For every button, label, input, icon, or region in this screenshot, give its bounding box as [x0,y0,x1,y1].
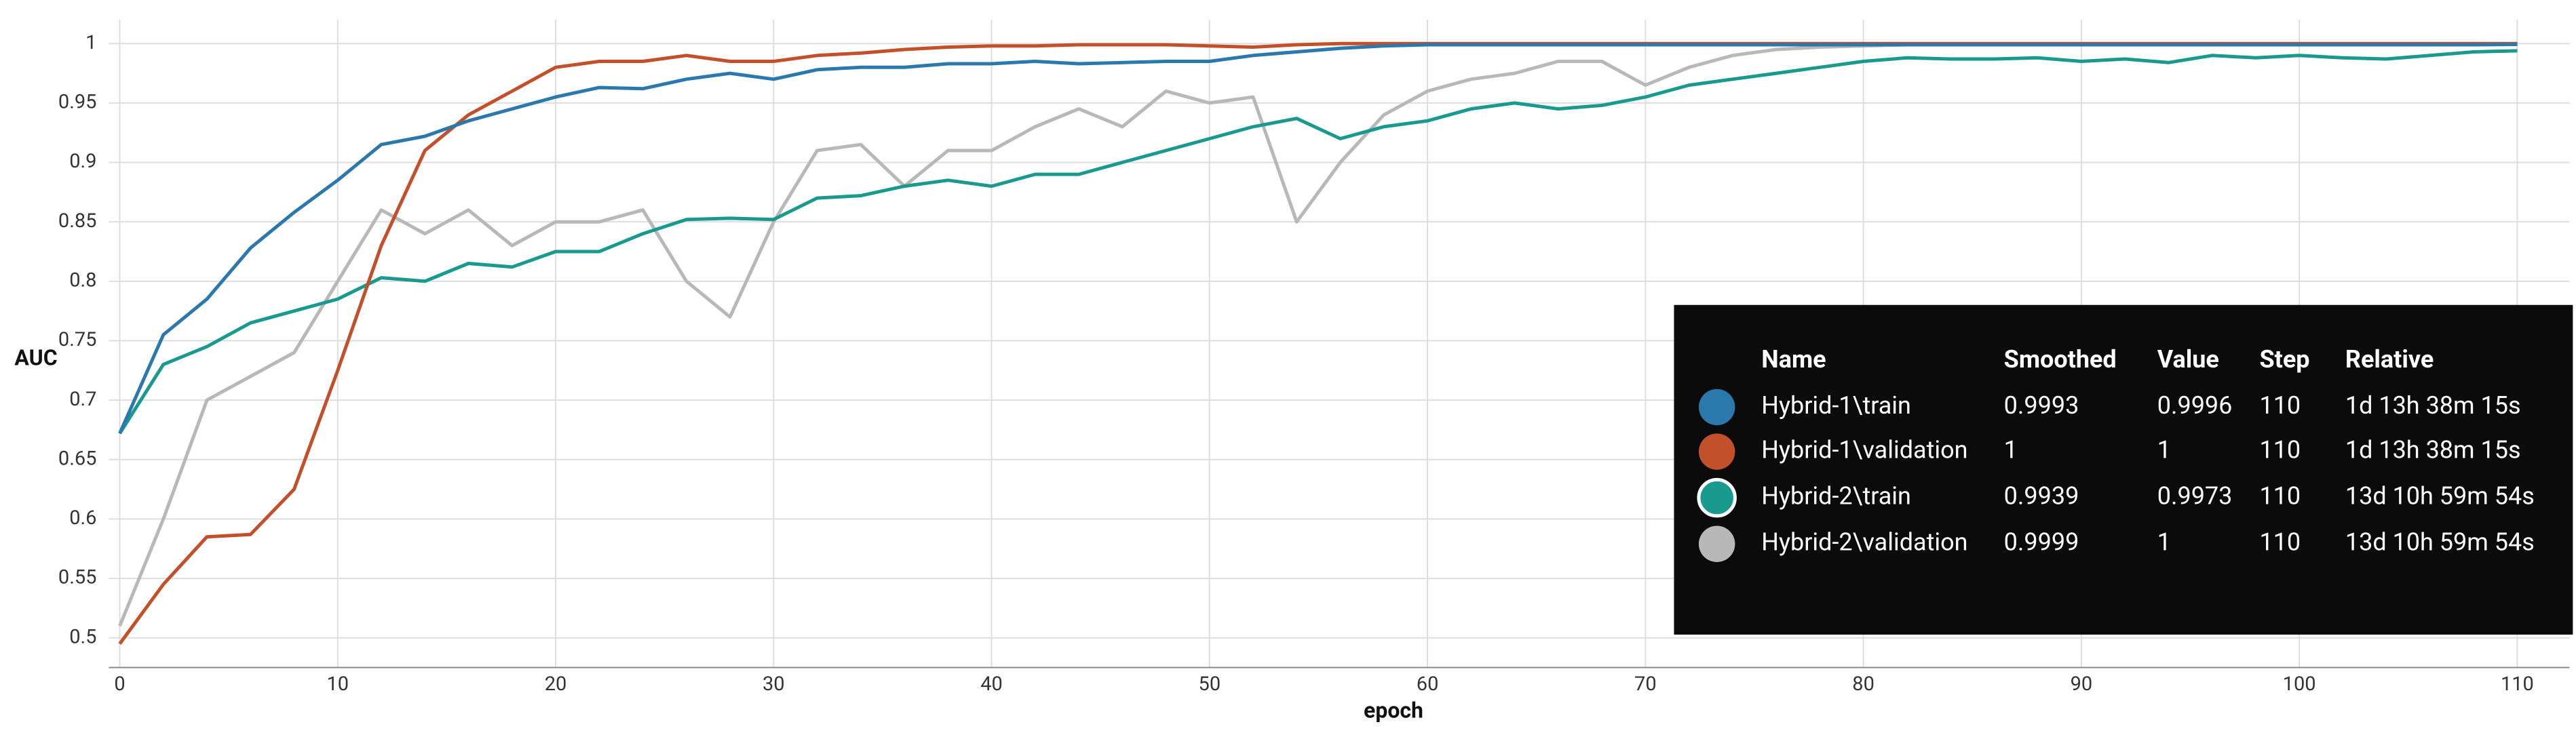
legend-cell: 110 [2259,391,2301,420]
legend-swatch [1698,433,1735,470]
y-tick-label: 1 [85,31,96,54]
x-tick-label: 20 [545,673,567,696]
legend-cell: 0.9939 [2004,482,2079,511]
x-tick-label: 60 [1417,673,1439,696]
y-tick-label: 0.8 [69,269,96,292]
y-axis-title: AUC [14,344,57,370]
legend-cell: Hybrid-2\train [1761,482,1911,511]
x-tick-label: 40 [980,673,1003,696]
x-tick-label: 30 [763,673,785,696]
x-tick-label: 90 [2071,673,2093,696]
y-tick-label: 0.9 [69,150,96,173]
legend-cell: 0.9999 [2004,528,2079,557]
y-tick-label: 0.65 [58,447,97,470]
y-tick-label: 0.5 [69,625,96,648]
x-tick-label: 0 [114,673,125,696]
y-tick-label: 0.6 [69,506,96,530]
y-tick-label: 0.95 [58,91,97,114]
legend-cell: 110 [2259,528,2301,557]
x-tick-label: 80 [1852,673,1875,696]
legend-cell: 1 [2004,436,2018,464]
legend-cell: 1 [2157,528,2171,557]
legend-header: Relative [2345,345,2434,374]
legend-cell: 0.9973 [2157,482,2233,511]
x-tick-label: 110 [2501,673,2534,696]
legend-cell: 1d 13h 38m 15s [2345,391,2521,420]
x-axis-title: epoch [1364,697,1423,723]
legend-cell: 110 [2259,436,2301,464]
legend-cell: 1 [2157,436,2171,464]
legend-cell: 1d 13h 38m 15s [2345,436,2521,464]
legend-swatch [1698,525,1735,562]
x-tick-label: 70 [1634,673,1657,696]
legend-swatch [1697,477,1737,518]
y-tick-label: 0.55 [58,566,97,589]
legend: Name Smoothed Value Step Relative Hybrid-1\tr… [1674,304,2573,635]
legend-cell: Hybrid-1\validation [1761,436,1967,464]
y-tick-label: 0.75 [58,328,97,351]
series-line [118,49,2518,435]
x-tick-label: 100 [2283,673,2316,696]
legend-header: Value [2157,345,2219,374]
legend-cell: 0.9993 [2004,391,2079,420]
y-tick-label: 0.85 [58,210,97,233]
legend-cell: 110 [2259,482,2301,511]
legend-header: Smoothed [2004,345,2117,374]
x-tick-label: 50 [1199,673,1221,696]
legend-cell: 13d 10h 59m 54s [2345,482,2535,511]
series-line [118,43,2518,435]
legend-cell: Hybrid-2\validation [1761,528,1967,557]
legend-cell: 13d 10h 59m 54s [2345,528,2535,557]
legend-cell: Hybrid-1\train [1761,391,1911,420]
x-tick-label: 10 [326,673,349,696]
legend-cell: 0.9996 [2157,391,2233,420]
legend-header: Name [1761,345,1826,374]
legend-background [1674,304,2573,635]
legend-swatch [1698,389,1735,426]
legend-header: Step [2259,345,2309,374]
y-tick-label: 0.7 [69,388,96,411]
